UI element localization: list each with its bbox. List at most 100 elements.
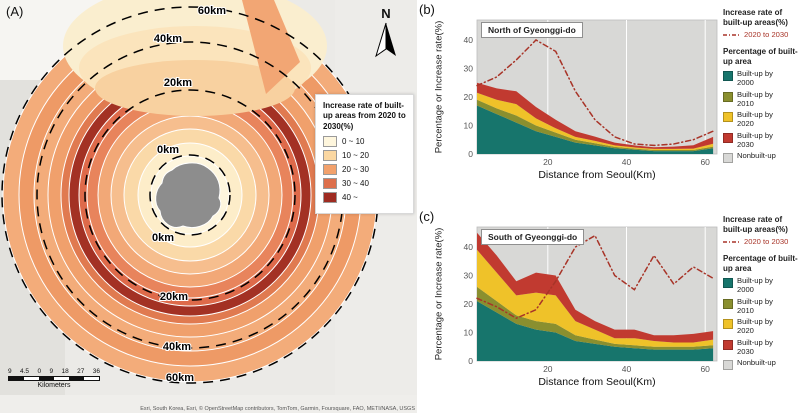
legend-label-40plus: 40 ~ [342,193,358,203]
svg-text:40: 40 [464,242,474,252]
scale-segment [54,377,69,380]
legend-item: Built-up by 2020 [723,317,799,336]
scale-tick: 27 [77,368,85,375]
legend-label-2000: Built-up by 2000 [737,276,773,295]
map-legend-item: 30 ~ 40 [323,178,406,190]
svg-text:60: 60 [700,364,710,374]
svg-text:10: 10 [464,120,474,130]
map-legend-item: 40 ~ [323,192,406,204]
svg-text:40: 40 [464,35,474,45]
x-axis-label: Distance from Seoul(Km) [538,376,655,388]
svg-text:0: 0 [468,149,473,159]
legend-swatch-2020 [723,319,733,330]
ring-label-60km-bottom: 60km [166,372,194,384]
map-legend-item: 20 ~ 30 [323,164,406,176]
x-axis-label: Distance from Seoul(Km) [538,169,655,181]
legend-label-0-10: 0 ~ 10 [342,137,365,147]
chart-b-title: North of Gyeonggi-do [481,22,583,38]
legend-swatch-20-30 [323,164,337,176]
north-arrow-icon [375,22,396,58]
scale-bar-ticks: 9 4.5 0 9 18 27 36 [8,368,100,375]
ring-label-40km-top: 40km [154,33,182,45]
rate-legend-title: Increase rate of built-up areas(%) [723,215,788,234]
legend-label-2020: Built-up by 2020 [737,317,773,336]
legend-label-2010: Built-up by 2010 [737,296,773,315]
scale-tick: 9 [49,368,54,375]
svg-text:20: 20 [543,157,553,167]
pct-legend-title: Percentage of built-up area [723,254,798,274]
rate-legend-item: 2020 to 2030 [723,30,799,39]
svg-text:10: 10 [464,327,474,337]
svg-text:20: 20 [464,92,474,102]
map-legend-item: 10 ~ 20 [323,150,406,162]
svg-text:30: 30 [464,63,474,73]
scale-bar: 9 4.5 0 9 18 27 36 Kilometers [8,368,100,389]
scale-segment [9,377,24,380]
chart-c-legend: Increase rate of built-up areas(%) 2020 … [723,215,799,373]
scale-tick: 9 [8,368,12,375]
map-legend-item: 0 ~ 10 [323,136,406,148]
chart-c-plot: Distance from Seoul(Km) 0 10 20 30 40 20 40 60 [464,226,718,388]
seoul-area [155,162,222,229]
legend-swatch-2000 [723,71,733,82]
ring-label-40km-bottom: 40km [163,341,191,353]
svg-text:30: 30 [464,270,474,280]
legend-swatch-10-20 [323,150,337,162]
legend-label-2030: Built-up by 2030 [737,130,773,149]
north-label: N [381,6,391,21]
map-canvas: 60km 40km 20km 0km 0km 20km 40km 60km [0,0,417,413]
legend-swatch-2030 [723,132,733,143]
legend-item: Nonbuilt-up [723,151,799,164]
legend-swatch-2020 [723,112,733,123]
distance-ring-0km [149,154,231,236]
rate-legend-label: 2020 to 2030 [744,237,789,246]
panel-a-label: (A) [6,4,24,19]
legend-label-2010: Built-up by 2010 [737,89,773,108]
scale-tick: 4.5 [20,368,30,375]
legend-label-10-20: 10 ~ 20 [342,151,369,161]
scale-segment [24,377,39,380]
distance-ring-20km [84,89,296,301]
svg-text:20: 20 [464,299,474,309]
legend-swatch-nonbuilt [723,153,733,164]
scale-segment [69,377,84,380]
legend-swatch-40plus [323,192,337,204]
rate-legend-item: 2020 to 2030 [723,237,799,246]
scale-tick: 0 [37,368,42,375]
chart-c-title: South of Gyeonggi-do [481,229,585,245]
scale-tick: 18 [61,368,69,375]
legend-item: Built-up by 2030 [723,337,799,356]
panel-b-chart: (b) Percentage or Increase rate(%) North… [417,0,800,206]
legend-label-nonbuilt: Nonbuilt-up [737,358,776,368]
pct-legend-title: Percentage of built-up area [723,47,798,67]
svg-text:60: 60 [700,157,710,167]
legend-item: Nonbuilt-up [723,358,799,371]
legend-label-2020: Built-up by 2020 [737,110,773,129]
legend-item: Built-up by 2030 [723,130,799,149]
rate-legend-title: Increase rate of built-up areas(%) [723,8,788,27]
legend-swatch-2030 [723,339,733,350]
north-arrow: N [372,6,400,63]
distance-ring-labels: 60km 40km 20km 0km 0km 20km 40km 60km [151,4,227,385]
legend-label-30-40: 30 ~ 40 [342,179,369,189]
legend-label-2030: Built-up by 2030 [737,337,773,356]
ring-label-0km-bottom: 0km [152,232,174,244]
ring-label-20km-bottom: 20km [160,291,188,303]
svg-text:40: 40 [622,364,632,374]
legend-item: Built-up by 2020 [723,110,799,129]
chart-b-legend: Increase rate of built-up areas(%) 2020 … [723,8,799,166]
chart-b-plot: Distance from Seoul(Km) 0 10 20 30 40 20 40 60 [464,19,718,181]
legend-item: Built-up by 2000 [723,70,799,87]
rate-legend-label: 2020 to 2030 [744,30,789,39]
legend-item: Built-up by 2000 [723,277,799,294]
legend-item: Built-up by 2010 [723,296,799,315]
legend-swatch-2000 [723,278,733,289]
panel-b-label: (b) [419,2,435,17]
legend-swatch-2010 [723,91,733,102]
legend-swatch-0-10 [323,136,337,148]
legend-label-20-30: 20 ~ 30 [342,165,369,175]
panel-c-chart: (c) Percentage or Increase rate(%) South… [417,207,800,413]
legend-label-nonbuilt: Nonbuilt-up [737,151,776,161]
y-axis-label: Percentage or Increase rate(%) [433,227,445,361]
